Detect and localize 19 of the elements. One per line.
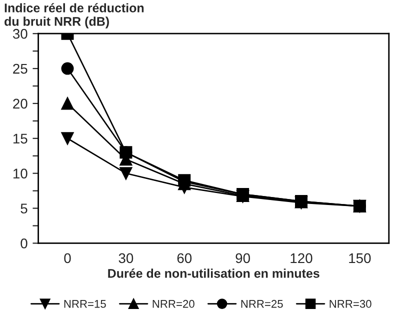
legend-label: NRR=30 bbox=[330, 300, 372, 308]
y-tick-label: 25 bbox=[13, 64, 28, 74]
y-tick-label: 0 bbox=[20, 238, 28, 248]
legend-label: NRR=15 bbox=[64, 300, 106, 308]
x-tick-label: 30 bbox=[118, 253, 134, 264]
x-tick-label: 150 bbox=[349, 253, 371, 264]
y-tick-label: 5 bbox=[20, 204, 28, 214]
legend-label: NRR=20 bbox=[152, 300, 194, 308]
x-tick-label: 60 bbox=[177, 253, 192, 264]
legend-label: NRR=25 bbox=[241, 300, 283, 308]
x-tick-label: 120 bbox=[290, 253, 312, 264]
x-tick-label: 0 bbox=[64, 253, 71, 264]
x-axis-title: Durée de non-utilisation en minutes bbox=[108, 268, 320, 278]
y-axis-title: Indice réel de réduction du bruit NRR (dB) bbox=[4, 3, 144, 28]
y-tick-label: 10 bbox=[13, 168, 28, 179]
x-tick-label: 90 bbox=[236, 253, 250, 264]
y-tick-label: 20 bbox=[13, 98, 28, 109]
y-tick-label: 15 bbox=[13, 134, 28, 144]
y-tick-label: 30 bbox=[12, 28, 28, 39]
